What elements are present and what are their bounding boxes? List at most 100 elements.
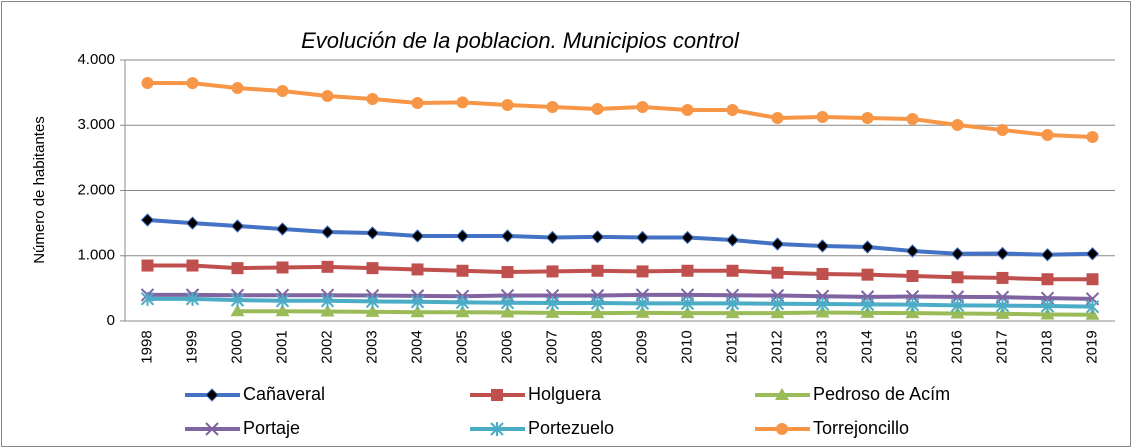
data-point (320, 225, 335, 239)
x-tick-label: 2003 (363, 330, 380, 363)
x-tick-label: 2015 (903, 330, 920, 363)
data-point (635, 230, 650, 245)
data-point (141, 259, 154, 272)
data-point (1040, 298, 1055, 313)
data-point (636, 265, 649, 278)
data-point (276, 84, 289, 97)
data-point (1085, 307, 1100, 320)
data-point (725, 296, 740, 311)
data-point (905, 297, 920, 312)
x-tick-label: 2008 (588, 330, 605, 363)
x-tick-label: 2011 (723, 331, 740, 363)
data-point (680, 230, 695, 245)
data-point (906, 112, 919, 125)
data-point (140, 213, 155, 227)
data-point (950, 306, 965, 319)
legend-marker (490, 422, 504, 436)
x-tick-label: 2002 (318, 330, 335, 363)
data-point (860, 240, 875, 254)
data-point (680, 306, 695, 319)
data-point (230, 304, 245, 317)
data-point (725, 233, 740, 247)
data-point (1040, 248, 1055, 262)
y-tick-label: 2.000 (77, 181, 115, 198)
series-line (147, 292, 1093, 301)
legend-label: Torrejoncillo (813, 418, 909, 438)
data-point (320, 293, 335, 308)
data-point (771, 112, 784, 125)
data-point (275, 304, 290, 317)
data-point (366, 262, 379, 275)
data-point (950, 298, 965, 313)
data-point (366, 93, 379, 106)
x-tick-label: 2016 (948, 330, 965, 363)
data-point (770, 296, 785, 311)
series-line (147, 81, 1093, 139)
x-tick-label: 2006 (498, 330, 515, 363)
data-point (861, 112, 874, 125)
data-point (231, 262, 244, 275)
data-point (861, 268, 874, 281)
data-point (275, 293, 290, 308)
data-point (635, 305, 650, 318)
data-point (410, 305, 425, 318)
data-point (860, 297, 875, 312)
data-point (906, 269, 919, 282)
data-point (185, 291, 200, 306)
data-point (815, 239, 830, 253)
data-point (275, 222, 290, 236)
data-point (500, 295, 515, 310)
data-point (365, 304, 380, 317)
data-point (1085, 247, 1100, 261)
data-point (545, 296, 560, 311)
data-point (591, 264, 604, 277)
legend-label: Portaje (243, 418, 300, 438)
chart-title: Evolución de la poblacion. Municipios co… (301, 28, 740, 53)
x-tick-label: 2010 (678, 330, 695, 363)
data-point (320, 304, 335, 317)
data-point (815, 297, 830, 312)
x-tick-label: 2004 (408, 330, 425, 363)
x-tick-label: 2019 (1083, 330, 1100, 363)
data-point (455, 305, 470, 318)
data-point (231, 82, 244, 95)
legend-marker (205, 422, 219, 436)
legend-label: Holguera (528, 384, 602, 404)
legend-label: Pedroso de Acím (813, 384, 950, 404)
data-point (230, 219, 245, 233)
x-tick-label: 2001 (273, 330, 290, 363)
series-line (237, 309, 1093, 317)
data-point (680, 296, 695, 311)
x-tick-label: 2012 (768, 330, 785, 363)
data-point (321, 90, 334, 103)
data-point (951, 118, 964, 131)
data-point (455, 229, 470, 243)
data-point (186, 259, 199, 272)
data-point (681, 264, 694, 277)
legend-label: Portezuelo (528, 418, 614, 438)
data-point (501, 266, 514, 279)
data-point (140, 291, 155, 306)
data-point (995, 246, 1010, 261)
data-point (905, 244, 920, 258)
data-point (545, 230, 560, 245)
data-point (905, 306, 920, 319)
data-point (816, 111, 829, 124)
data-point (591, 102, 604, 115)
data-point (1085, 299, 1100, 314)
series-line (147, 217, 1093, 257)
data-point (546, 265, 559, 278)
data-point (321, 260, 334, 273)
data-point (770, 237, 785, 251)
data-point (1040, 307, 1055, 320)
data-point (681, 103, 694, 116)
data-point (411, 96, 424, 109)
data-point (1041, 129, 1054, 142)
data-point (456, 264, 469, 277)
data-point (455, 295, 470, 310)
y-tick-label: 3.000 (77, 116, 115, 133)
x-tick-label: 2018 (1038, 330, 1055, 363)
data-point (365, 226, 380, 240)
data-point (500, 229, 515, 243)
